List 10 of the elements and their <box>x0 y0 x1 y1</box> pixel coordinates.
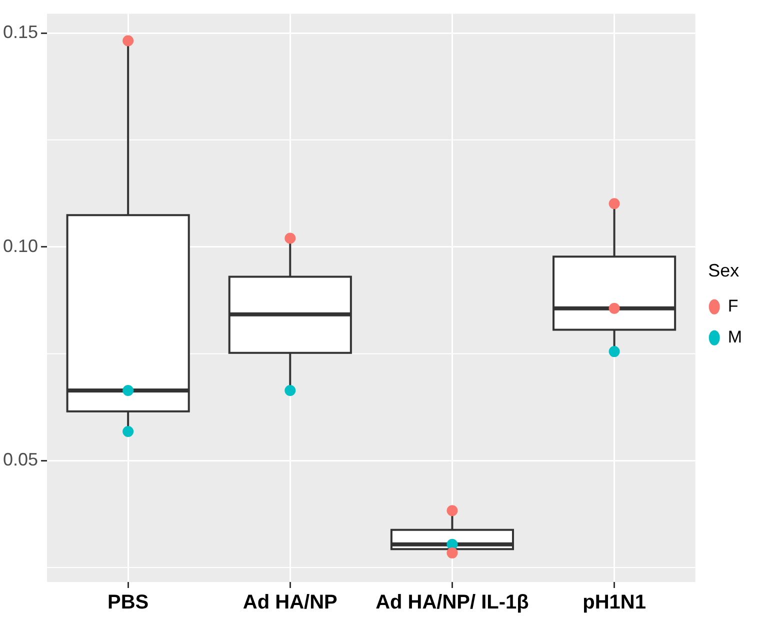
legend-title: Sex <box>708 260 740 281</box>
legend-label: M <box>728 327 742 346</box>
y-tick-label: 0.15 <box>2 22 38 42</box>
legend-label: F <box>728 296 738 316</box>
y-tick-label: 0.05 <box>2 450 38 470</box>
x-tick-label: Ad HA/NP <box>242 592 338 614</box>
x-tick-label: pH1N1 <box>582 592 646 614</box>
y-tick-label: 0.10 <box>2 236 38 256</box>
x-tick-label: Ad HA/NP/ IL-1β <box>376 592 529 614</box>
x-tick-label: PBS <box>108 592 149 614</box>
